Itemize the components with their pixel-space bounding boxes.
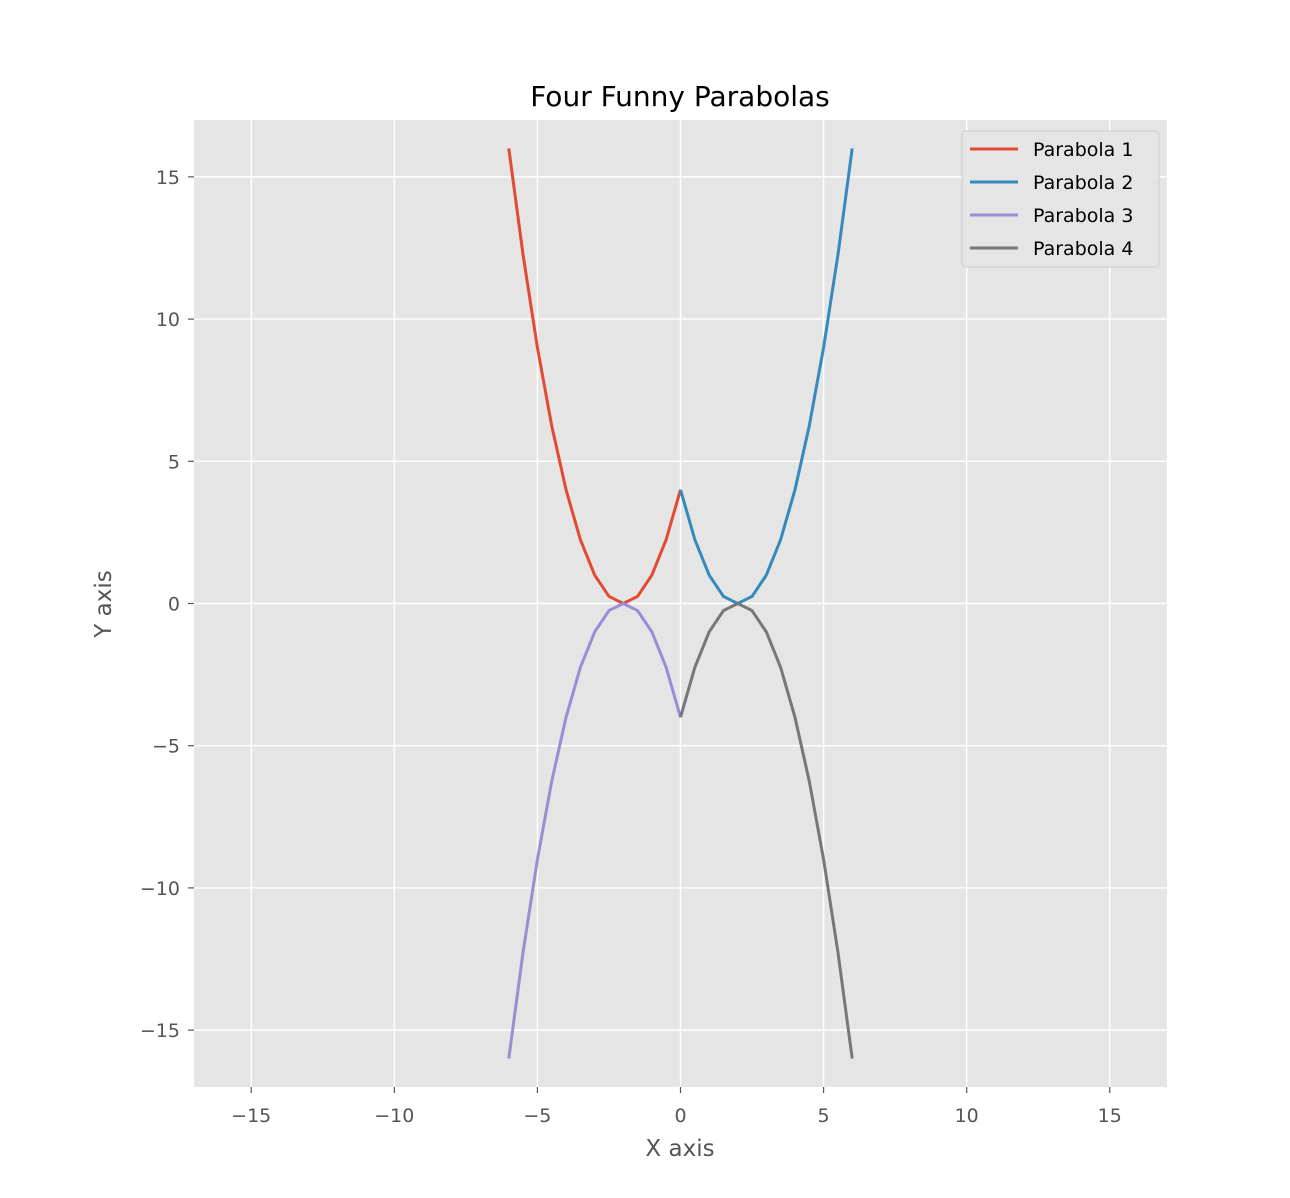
x-axis-label: X axis [645,1136,714,1162]
legend-label: Parabola 4 [1033,238,1133,260]
ticks: −15 −10 −5 0 5 10 15 −15 −10 −5 0 5 10 15 [140,167,1122,1127]
y-tick-label: 10 [156,309,180,331]
legend-label: Parabola 3 [1033,205,1133,227]
series-line-parabola-4 [679,602,854,1059]
series-line-parabola-3 [507,602,682,1059]
legend-label: Parabola 1 [1033,139,1133,161]
y-axis-label: Y axis [91,570,117,638]
x-tick-label: −15 [231,1105,271,1127]
y-tick-label: 15 [156,167,180,189]
x-tick-label: 5 [818,1105,830,1127]
y-tick-label: −15 [140,1020,180,1042]
series-layer [507,148,854,1059]
chart-title: Four Funny Parabolas [530,80,830,113]
x-tick-label: 0 [674,1105,686,1127]
x-tick-label: −10 [374,1105,414,1127]
series-line-parabola-1 [507,148,682,605]
x-tick-label: 10 [955,1105,979,1127]
y-tick-label: 5 [168,451,180,473]
series-line-parabola-2 [679,148,854,605]
x-tick-label: −5 [523,1105,551,1127]
x-tick-label: 15 [1098,1105,1122,1127]
legend-box [961,130,1160,268]
legend-label: Parabola 2 [1033,172,1133,194]
y-tick-label: −5 [152,736,180,758]
y-tick-label: 0 [168,594,180,616]
grid [194,120,1167,1087]
y-tick-label: −10 [140,878,180,900]
legend: Parabola 1 Parabola 2 Parabola 3 Parabola 4 [961,130,1160,268]
